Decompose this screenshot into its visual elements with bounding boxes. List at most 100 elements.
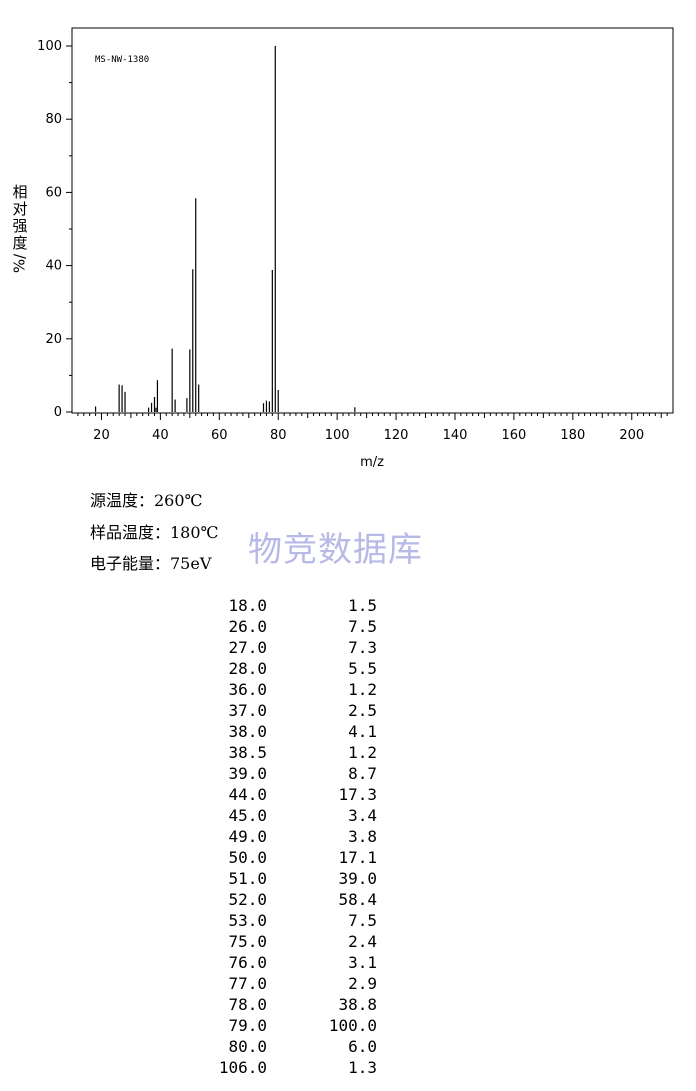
mz-value: 38.5 [228,743,267,762]
y-axis-label-char: 度 [12,234,28,252]
mz-value: 50.0 [228,848,267,867]
intensity-value: 7.3 [348,638,377,657]
mz-value: 18.0 [228,596,267,615]
intensity-value: 4.1 [348,722,377,741]
table-row: 28.0 5.5 [196,658,377,679]
table-row: 44.0 17.3 [196,784,377,805]
plot-frame [71,27,674,414]
table-row: 45.0 3.4 [196,805,377,826]
y-tick-label: 0 [54,405,62,420]
watermark: 物竞数据库 [248,530,423,570]
table-row: 26.0 7.5 [196,616,377,637]
table-row: 80.0 6.0 [196,1036,377,1057]
mz-value: 76.0 [228,953,267,972]
y-axis-unit: %/ [10,253,29,274]
y-axis-label-char: 相 [12,183,28,201]
mz-value: 28.0 [228,659,267,678]
sample-id-label: MS-NW-1380 [95,55,149,65]
mz-value: 77.0 [228,974,267,993]
peak-bars [94,46,356,412]
mz-value: 80.0 [228,1037,267,1056]
mz-value: 37.0 [228,701,267,720]
mz-value: 106.0 [218,1058,267,1077]
table-row: 49.0 3.8 [196,826,377,847]
y-tick-label: 80 [45,112,62,127]
x-tick-label: 20 [93,428,110,443]
table-row: 18.0 1.5 [196,595,377,616]
x-tick-label: 60 [211,428,228,443]
table-row: 51.0 39.0 [196,868,377,889]
intensity-value: 58.4 [338,890,377,909]
x-tick-label: 160 [501,428,526,443]
mz-value: 38.0 [228,722,267,741]
mz-value: 45.0 [228,806,267,825]
table-row: 75.0 2.4 [196,931,377,952]
table-row: 76.0 3.1 [196,952,377,973]
intensity-value: 3.4 [348,806,377,825]
mz-value: 39.0 [228,764,267,783]
intensity-value: 2.9 [348,974,377,993]
x-tick-label: 80 [270,428,287,443]
mz-value: 78.0 [228,995,267,1014]
x-axis-label: m/z [360,455,384,470]
intensity-value: 7.5 [348,617,377,636]
mz-value: 27.0 [228,638,267,657]
intensity-value: 6.0 [348,1037,377,1056]
table-row: 27.0 7.3 [196,637,377,658]
intensity-value: 3.1 [348,953,377,972]
peak-table: 18.0 1.5 26.0 7.5 27.0 7.3 28.0 5.5 36.0 1.2 37.0 2… [196,595,377,1078]
intensity-value: 39.0 [338,869,377,888]
mz-value: 44.0 [228,785,267,804]
y-axis-ticks: 0 20 40 60 80 100 [37,39,72,420]
table-row: 77.0 2.9 [196,973,377,994]
y-tick-label: 60 [45,185,62,200]
intensity-value: 2.4 [348,932,377,951]
table-row: 38.0 4.1 [196,721,377,742]
y-axis-label-char: 强 [12,217,28,235]
table-row: 50.0 17.1 [196,847,377,868]
mz-value: 49.0 [228,827,267,846]
intensity-value: 7.5 [348,911,377,930]
x-tick-label: 100 [325,428,350,443]
table-row: 37.0 2.5 [196,700,377,721]
intensity-value: 8.7 [348,764,377,783]
sample-temperature: 样品温度：180℃ [90,523,219,542]
x-tick-label: 180 [560,428,585,443]
table-row: 106.0 1.3 [196,1057,377,1078]
intensity-value: 38.8 [338,995,377,1014]
mz-value: 52.0 [228,890,267,909]
x-tick-label: 120 [384,428,409,443]
table-row: 39.0 8.7 [196,763,377,784]
y-tick-label: 40 [45,259,62,274]
x-tick-label: 140 [443,428,468,443]
x-tick-label: 200 [619,428,644,443]
intensity-value: 1.2 [348,743,377,762]
mz-value: 75.0 [228,932,267,951]
table-row: 38.5 1.2 [196,742,377,763]
intensity-value: 3.8 [348,827,377,846]
table-row: 78.0 38.8 [196,994,377,1015]
intensity-value: 1.3 [348,1058,377,1077]
intensity-value: 1.2 [348,680,377,699]
table-row: 53.0 7.5 [196,910,377,931]
mz-value: 79.0 [228,1016,267,1035]
y-tick-label: 100 [37,39,62,54]
source-temperature: 源温度：260℃ [90,491,203,510]
intensity-value: 1.5 [348,596,377,615]
table-row: 36.0 1.2 [196,679,377,700]
y-axis-label: 相 对 强 度 %/ [10,183,30,274]
y-axis-label-char: 对 [12,200,28,218]
intensity-value: 2.5 [348,701,377,720]
table-row: 79.0 100.0 [196,1015,377,1036]
mass-spectrum-chart: MS-NW-1380 m/z 0 20 40 60 80 100 20 40 60 80 100 1… [37,27,674,470]
intensity-value: 100.0 [328,1016,377,1035]
mz-value: 26.0 [228,617,267,636]
electron-energy: 电子能量：75eV [90,554,212,573]
y-tick-label: 20 [45,332,62,347]
mz-value: 36.0 [228,680,267,699]
intensity-value: 17.3 [338,785,377,804]
x-tick-label: 40 [152,428,169,443]
intensity-value: 5.5 [348,659,377,678]
x-axis-ticks: 20 40 60 80 100 120 140 160 180 200 [77,413,668,443]
mz-value: 53.0 [228,911,267,930]
